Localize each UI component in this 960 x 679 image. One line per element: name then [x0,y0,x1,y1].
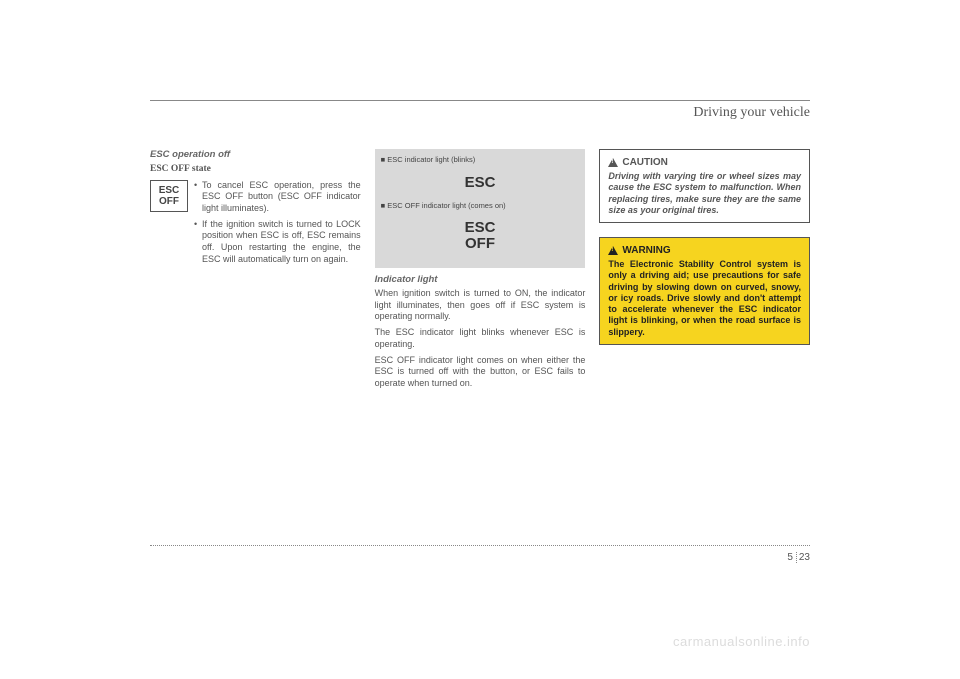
esc-off-row: ESC OFF To cancel ESC operation, press t… [150,180,361,270]
esc-off-badge: ESC OFF [150,180,188,212]
body-paragraph: ESC OFF indicator light comes on when ei… [375,355,586,390]
badge-line-2: OFF [159,196,179,207]
bullet-item: To cancel ESC operation, press the ESC O… [194,180,361,215]
body-paragraph: The ESC indicator light blinks whenever … [375,327,586,350]
caution-box: CAUTION Driving with varying tire or whe… [599,149,810,223]
panel-text-line: OFF [465,235,495,252]
indicator-light-heading: Indicator light [375,274,586,286]
warning-body: The Electronic Stability Control system … [608,259,801,338]
section-title: Driving your vehicle [150,105,810,121]
esc-off-bullets: To cancel ESC operation, press the ESC O… [194,180,361,270]
caution-title-text: CAUTION [622,156,668,169]
warning-title-text: WARNING [622,244,670,257]
warning-icon [608,246,618,255]
column-1: ESC operation off ESC OFF state ESC OFF … [150,149,361,394]
panel-text: ESC OFF [381,214,580,262]
manual-page: Driving your vehicle ESC operation off E… [150,100,810,394]
panel-text: ESC [381,169,580,201]
esc-off-state-heading: ESC OFF state [150,163,361,175]
chapter-number: 5 [787,552,797,563]
caution-icon [608,158,618,167]
badge-line-1: ESC [159,185,180,196]
column-3: CAUTION Driving with varying tire or whe… [599,149,810,394]
warning-box: WARNING The Electronic Stability Control… [599,237,810,345]
page-number-value: 23 [799,552,810,563]
panel-label: ■ ESC indicator light (blinks) [381,155,580,165]
header-rule [150,100,810,101]
warning-title: WARNING [608,244,801,257]
footer-rule [150,545,810,546]
esc-operation-off-heading: ESC operation off [150,149,361,161]
page-number: 523 [787,552,810,563]
panel-label: ■ ESC OFF indicator light (comes on) [381,201,580,211]
caution-body: Driving with varying tire or wheel sizes… [608,171,801,216]
caution-title: CAUTION [608,156,801,169]
column-2: ■ ESC indicator light (blinks) ESC ■ ESC… [375,149,586,394]
watermark: carmanualsonline.info [673,634,810,649]
esc-indicator-panel: ■ ESC indicator light (blinks) ESC ■ ESC… [375,149,586,268]
panel-text-line: ESC [465,219,496,236]
bullet-item: If the ignition switch is turned to LOCK… [194,219,361,266]
body-paragraph: When ignition switch is turned to ON, th… [375,288,586,323]
content-columns: ESC operation off ESC OFF state ESC OFF … [150,149,810,394]
